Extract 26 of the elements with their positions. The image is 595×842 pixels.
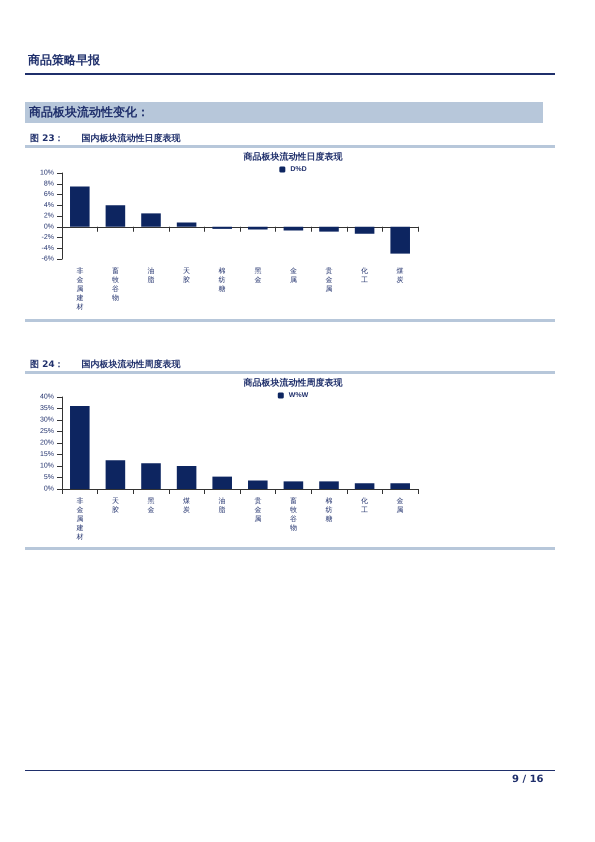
bar: [106, 205, 126, 227]
bar: [141, 213, 161, 227]
bar: [176, 466, 196, 489]
bar: [390, 483, 410, 489]
text: 商品策略早报: [28, 52, 100, 69]
caption: 图 23： 国内板块流动性日度表现: [30, 132, 181, 145]
bar: [354, 483, 374, 489]
bar: [284, 481, 304, 489]
bar: [212, 476, 232, 489]
bar: [176, 222, 196, 227]
bar: [319, 481, 339, 489]
bar: [248, 480, 268, 489]
bar: [141, 463, 161, 489]
bar: [354, 226, 374, 234]
bar: [319, 226, 339, 232]
bar: [106, 460, 126, 489]
bar: [390, 226, 410, 254]
bar: [248, 226, 268, 230]
bar: [70, 406, 90, 489]
chart-title: 商品板块流动性周度表现: [242, 378, 344, 388]
bar: [284, 226, 304, 231]
text: 9 / 16: [512, 774, 544, 785]
chart-title: 商品板块流动性日度表现: [242, 152, 344, 162]
bar: [70, 186, 90, 227]
caption: 图 24： 国内板块流动性周度表现: [30, 358, 181, 371]
text: 商品板块流动性变化：: [25, 102, 543, 123]
